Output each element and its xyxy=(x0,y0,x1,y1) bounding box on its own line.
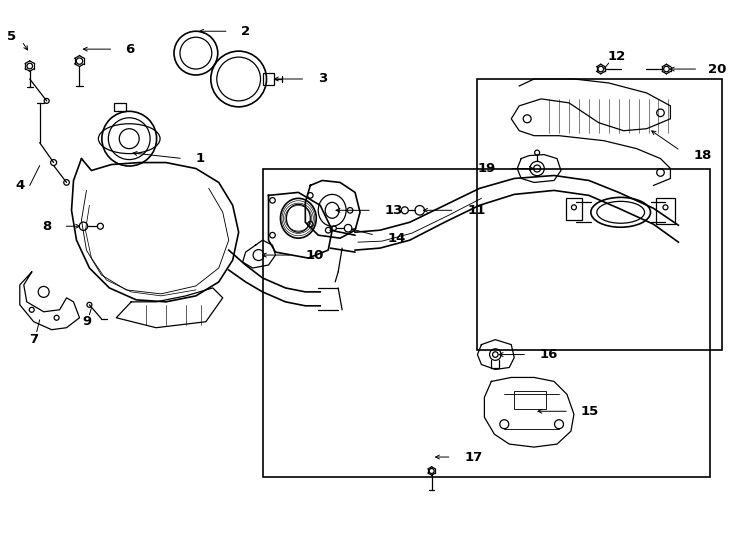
Text: 4: 4 xyxy=(15,179,24,192)
Bar xyxy=(566,198,582,220)
Bar xyxy=(263,168,711,477)
Bar xyxy=(477,79,722,349)
Bar xyxy=(115,103,126,111)
Text: 5: 5 xyxy=(7,30,16,43)
Text: 3: 3 xyxy=(319,72,327,85)
Bar xyxy=(263,73,275,85)
Text: 8: 8 xyxy=(43,220,51,233)
Text: 17: 17 xyxy=(465,450,483,463)
Text: 11: 11 xyxy=(468,204,486,217)
Text: 19: 19 xyxy=(477,162,495,175)
Text: 13: 13 xyxy=(385,204,403,217)
Text: 12: 12 xyxy=(608,50,626,63)
Bar xyxy=(515,392,546,409)
Bar xyxy=(655,198,675,224)
Text: 9: 9 xyxy=(82,315,91,328)
Text: 10: 10 xyxy=(305,248,324,261)
Text: 1: 1 xyxy=(196,152,205,165)
Text: 15: 15 xyxy=(581,405,599,418)
Text: 6: 6 xyxy=(126,43,134,56)
Text: 20: 20 xyxy=(708,63,727,76)
Text: 14: 14 xyxy=(388,232,406,245)
Text: 16: 16 xyxy=(539,348,558,361)
Text: 2: 2 xyxy=(241,25,250,38)
Text: 7: 7 xyxy=(29,333,38,346)
Text: 18: 18 xyxy=(694,149,712,162)
